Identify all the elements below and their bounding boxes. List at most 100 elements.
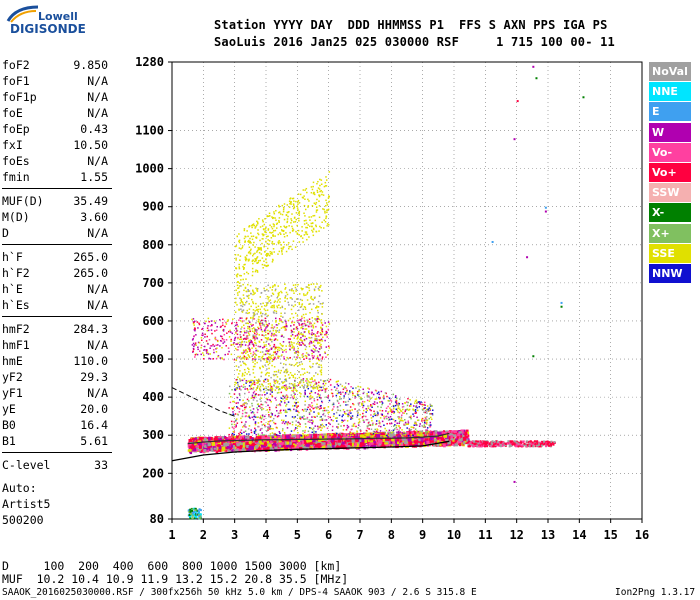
echo-point xyxy=(366,432,371,437)
echo-point xyxy=(312,407,314,410)
echo-point xyxy=(490,442,493,445)
echo-point xyxy=(392,418,395,421)
echo-point xyxy=(303,386,306,388)
echo-point xyxy=(266,288,268,291)
echo-point xyxy=(307,406,309,409)
echo-point xyxy=(248,425,251,427)
echo-point xyxy=(398,429,400,431)
echo-point xyxy=(275,334,278,337)
echo-point xyxy=(254,335,256,337)
echo-point xyxy=(257,422,260,424)
echo-point xyxy=(306,293,308,295)
echo-point xyxy=(290,387,293,389)
echo-point xyxy=(467,443,470,446)
echo-point xyxy=(268,372,270,374)
echo-point xyxy=(349,390,351,392)
echo-point xyxy=(248,311,251,314)
echo-point xyxy=(428,424,431,427)
echo-point xyxy=(248,440,252,444)
echo-point xyxy=(322,336,324,339)
echo-point xyxy=(215,449,219,454)
echo-point xyxy=(539,445,542,448)
echo-point xyxy=(233,400,235,403)
echo-point xyxy=(247,435,250,440)
echo-point xyxy=(255,354,258,357)
echo-point xyxy=(379,430,382,432)
echo-point xyxy=(314,335,317,337)
echo-point xyxy=(308,318,311,320)
echo-point xyxy=(346,389,348,392)
echo-point xyxy=(244,386,246,388)
echo-point xyxy=(359,439,362,442)
echo-point xyxy=(237,294,239,296)
echo-point xyxy=(295,402,298,404)
echo-point xyxy=(411,435,415,438)
echo-point xyxy=(313,430,315,433)
echo-point xyxy=(242,409,244,412)
echo-point xyxy=(267,404,269,407)
echo-point xyxy=(231,449,234,452)
echo-point xyxy=(257,326,259,329)
echo-point xyxy=(203,437,207,441)
echo-point xyxy=(286,297,289,300)
echo-point xyxy=(264,424,266,427)
echo-point xyxy=(240,352,243,354)
echo-point xyxy=(195,449,199,452)
echo-point xyxy=(280,344,283,346)
echo-point xyxy=(359,413,361,416)
echo-point xyxy=(240,404,242,407)
echo-point xyxy=(305,345,308,348)
echo-point xyxy=(300,361,303,363)
echo-point xyxy=(398,416,401,418)
echo-point xyxy=(431,409,434,411)
echo-point xyxy=(262,444,267,448)
echo-point xyxy=(378,425,380,427)
echo-point xyxy=(299,298,302,301)
echo-point xyxy=(336,399,339,402)
echo-point xyxy=(401,442,405,447)
echo-point xyxy=(272,417,275,420)
echo-point xyxy=(343,440,348,444)
echo-point xyxy=(396,435,399,440)
echo-point xyxy=(530,443,533,446)
echo-point xyxy=(305,436,309,440)
y-tick-label: 400 xyxy=(142,390,164,404)
echo-point xyxy=(403,412,405,414)
echo-point xyxy=(358,418,360,421)
echo-point xyxy=(336,417,338,419)
echo-point xyxy=(256,313,258,315)
echo-point xyxy=(239,399,241,401)
echo-point xyxy=(304,308,307,311)
echo-point xyxy=(424,416,427,419)
echo-point xyxy=(406,427,408,429)
echo-point xyxy=(317,428,319,430)
echo-point xyxy=(268,415,270,418)
echo-point xyxy=(299,444,303,447)
echo-point xyxy=(228,413,231,416)
echo-point xyxy=(298,333,300,336)
param-separator xyxy=(2,188,112,189)
echo-point xyxy=(319,385,321,388)
echo-point xyxy=(274,389,277,391)
echo-point xyxy=(489,444,492,447)
echo-point xyxy=(255,342,257,345)
echo-point xyxy=(235,382,238,384)
echo-point xyxy=(381,420,384,423)
echo-point xyxy=(276,415,279,418)
echo-point xyxy=(250,317,252,319)
echo-point xyxy=(262,323,264,326)
echo-point xyxy=(426,405,429,407)
param-value: 10.50 xyxy=(73,138,108,152)
echo-point xyxy=(387,416,390,419)
echo-point xyxy=(372,403,374,405)
echo-point xyxy=(416,424,418,426)
echo-point xyxy=(367,422,370,424)
param-value: 9.850 xyxy=(73,58,108,72)
echo-point xyxy=(270,390,272,393)
echo-point xyxy=(468,445,471,448)
echo-point xyxy=(260,397,263,399)
echo-point xyxy=(496,440,499,443)
echo-point xyxy=(357,422,360,424)
echo-point xyxy=(335,411,338,414)
echo-point xyxy=(302,381,305,384)
